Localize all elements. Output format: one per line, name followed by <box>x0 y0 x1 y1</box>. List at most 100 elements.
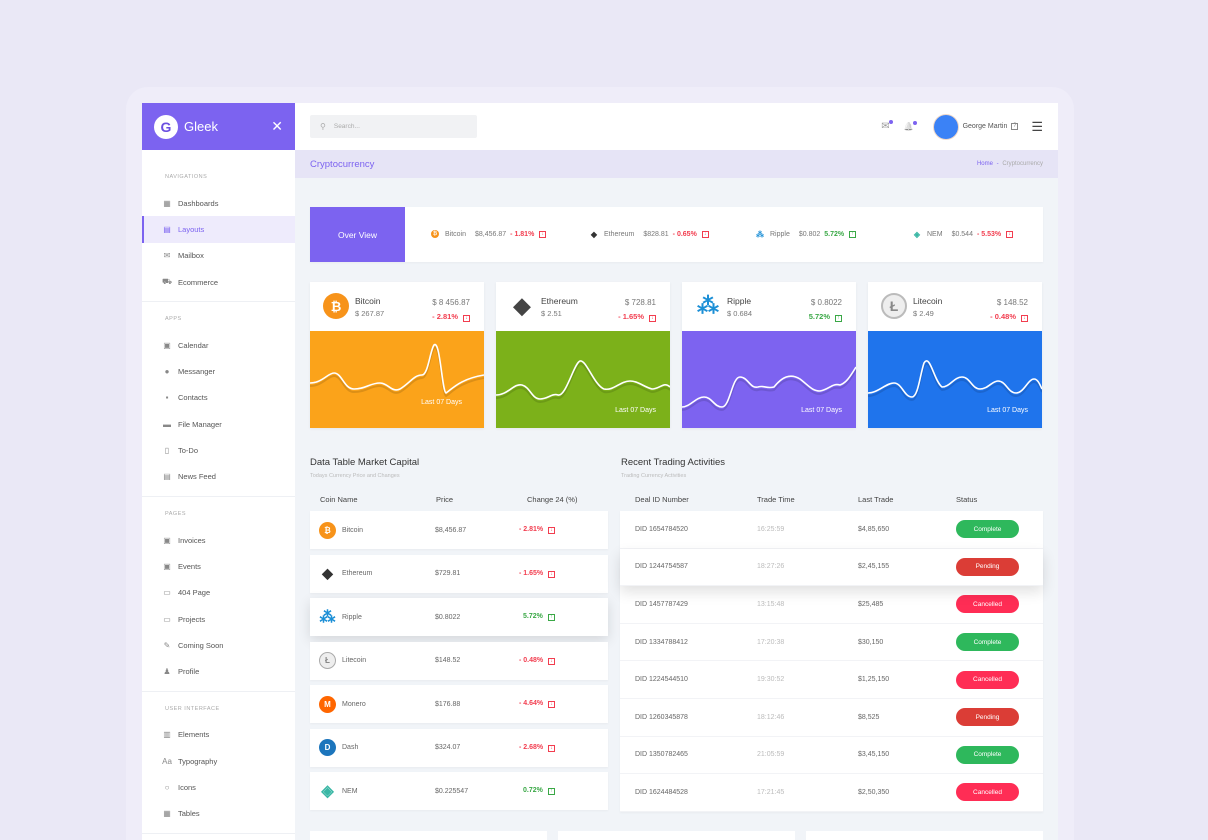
sparkline-icon <box>496 360 670 404</box>
breadcrumb-home[interactable]: Home <box>976 161 993 167</box>
sidebar-item-messanger[interactable]: ● Messanger <box>142 358 295 384</box>
table-row[interactable]: DID 1654784520 16:25:59 $4,85,650 Comple… <box>620 511 1043 549</box>
sidebar-item-label: Ecommerce <box>178 277 219 287</box>
sidebar-item-icons[interactable]: ○ Icons <box>142 774 295 800</box>
table-row[interactable]: DID 1260345878 18:12:46 $8,525 Pending <box>620 699 1043 737</box>
sidebar-item-ecommerce[interactable]: ⛟ Ecommerce <box>142 269 295 295</box>
table-row[interactable]: DID 1457787429 13:15:48 $25,485 Cancelle… <box>620 586 1043 624</box>
overview-label[interactable]: Over View <box>310 207 405 262</box>
sidebar-item-layouts[interactable]: ▤ Layouts <box>142 216 295 243</box>
sidebar-item-mailbox[interactable]: ✉ Mailbox <box>142 243 295 269</box>
nav-group-navigations: NAVIGATIONS ▦ Dashboards ▤ Layouts ✉ Mailbox ⛟ E… <box>142 150 295 303</box>
sidebar-item-contacts[interactable]: ▪ Contacts <box>142 385 295 411</box>
user-dropdown-icon[interactable]: ? <box>1011 123 1019 130</box>
trade-time: 17:21:45 <box>757 788 785 796</box>
404-page-icon: ▭ <box>163 588 171 598</box>
table-row[interactable]: DID 1244754587 18:27:26 $2,45,155 Pendin… <box>620 548 1043 587</box>
mailbox-icon: ✉ <box>163 251 171 261</box>
status-badge[interactable]: Complete <box>956 633 1019 652</box>
trading-col-id[interactable]: Deal ID Number <box>635 495 689 504</box>
overview-item-bitcoin[interactable]: ₿ Bitcoin $8,456.87 - 1.81% ↓ <box>431 230 547 238</box>
status-badge[interactable]: Pending <box>956 557 1019 576</box>
nav-group-title: USER INTERFACE <box>165 705 220 712</box>
sidebar-item-tables[interactable]: ▦ Tables <box>142 801 295 827</box>
overview-coin-name: Ethereum <box>604 230 635 238</box>
coin-card-ethereum[interactable]: ◆ Ethereum $ 2.51 $ 728.81 - 1.65% ↓ Last… <box>496 282 670 428</box>
table-row[interactable]: ◆ Ethereum $729.81 - 1.65% ↓ <box>310 554 608 593</box>
sidebar-item-dashboards[interactable]: ▦ Dashboards <box>142 190 295 216</box>
ripple-icon: ⁂ <box>756 229 764 239</box>
user-name[interactable]: George Martin <box>962 123 1008 130</box>
status-badge[interactable]: Cancelled <box>956 595 1019 614</box>
overview-coin-price: $0.802 <box>798 230 821 238</box>
coin-sparkline-chart: Last 07 Days <box>310 331 484 428</box>
last-trade: $2,45,155 <box>858 563 890 571</box>
status-badge[interactable]: Complete <box>956 520 1019 539</box>
brand-bar: G Gleek ✕ <box>142 103 295 150</box>
coin-card-subvalue: $ 2.51 <box>541 309 562 318</box>
status-badge[interactable]: Cancelled <box>956 783 1019 802</box>
sidebar-item-404-page[interactable]: ▭ 404 Page <box>142 580 295 606</box>
gleek-logo-icon[interactable]: G <box>154 114 178 139</box>
trading-col-time[interactable]: Trade Time <box>757 495 795 504</box>
trading-title: Recent Trading Activities <box>621 457 726 468</box>
sidebar-item-projects[interactable]: ▭ Projects <box>142 606 295 632</box>
nav-group-user-interface: USER INTERFACE ▥ Elements Aa Typography ○ Icon… <box>142 692 295 834</box>
table-row[interactable]: Ł Litecoin $148.52 - 0.48% ↓ <box>310 641 608 680</box>
coin-card-bitcoin[interactable]: ₿ Bitcoin $ 267.87 $ 8 456.87 - 2.81% ↓ L… <box>310 282 484 428</box>
table-row[interactable]: ₿ Bitcoin $8,456.87 - 2.81% ↓ <box>310 511 608 549</box>
table-row[interactable]: DID 1334788412 17:20:38 $30,150 Complete <box>620 623 1043 662</box>
market-col-price[interactable]: Price <box>436 495 454 504</box>
status-badge[interactable]: Cancelled <box>956 670 1019 689</box>
sparkline-icon <box>310 344 484 398</box>
trading-col-status[interactable]: Status <box>956 495 978 504</box>
coin-sparkline-chart: Last 07 Days <box>496 331 670 428</box>
coin-card-name: Ripple <box>727 296 752 306</box>
bell-icon[interactable]: 🔔 <box>904 121 917 131</box>
sidebar-item-to-do[interactable]: ▯ To-Do <box>142 437 295 463</box>
sidebar-item-news-feed[interactable]: ▤ News Feed <box>142 464 295 490</box>
sidebar-item-elements[interactable]: ▥ Elements <box>142 722 295 748</box>
sidebar-item-label: Tables <box>178 809 200 819</box>
sidebar-item-profile[interactable]: ♟ Profile <box>142 658 295 684</box>
coin-card-ripple[interactable]: ⁂ Ripple $ 0.684 $ 0.8022 5.72% ↑ Last 07… <box>682 282 856 428</box>
tools-icon[interactable]: ✕ <box>271 118 283 134</box>
coin-card-subvalue: $ 2.49 <box>913 309 934 318</box>
status-badge[interactable]: Pending <box>956 708 1019 727</box>
sidebar-item-calendar[interactable]: ▣ Calendar <box>142 332 295 358</box>
table-row[interactable]: ⁂ Ripple $0.8022 5.72% ↑ <box>310 598 608 636</box>
litecoin-icon: Ł <box>881 293 907 319</box>
sidebar-item-file-manager[interactable]: ▬ File Manager <box>142 411 295 437</box>
avatar[interactable] <box>933 114 958 139</box>
trading-col-last[interactable]: Last Trade <box>858 495 894 504</box>
sidebar-item-typography[interactable]: Aa Typography <box>142 748 295 774</box>
topbar: ⚲ Search... ✉ 🔔 George Martin ? ☰ <box>295 103 1058 150</box>
coin-card-litecoin[interactable]: Ł Litecoin $ 2.49 $ 148.52 - 0.48% ↓ Last… <box>868 282 1042 428</box>
sidebar-item-label: Events <box>178 561 201 571</box>
table-row[interactable]: M Monero $176.88 - 4.64% ↓ <box>310 685 608 723</box>
market-col-change[interactable]: Change 24 (%) <box>527 495 578 504</box>
arrow-down-icon: ↓ <box>463 315 470 322</box>
market-col-coin[interactable]: Coin Name <box>320 495 358 504</box>
last-trade: $30,150 <box>858 638 884 646</box>
sidebar-item-coming-soon[interactable]: ✎ Coming Soon <box>142 632 295 658</box>
status-badge[interactable]: Complete <box>956 745 1019 764</box>
table-row[interactable]: D Dash $324.07 - 2.68% ↓ <box>310 728 608 767</box>
search-input[interactable]: ⚲ Search... <box>310 115 477 138</box>
coin-card-header: ₿ Bitcoin $ 267.87 $ 8 456.87 - 2.81% ↓ <box>310 282 484 331</box>
coin-card-price: $ 0.8022 <box>810 298 842 307</box>
overview-item-ethereum[interactable]: ◆ Ethereum $828.81 - 0.65% ↓ <box>590 230 709 239</box>
monero-icon: M <box>319 695 336 713</box>
arrow-down-icon: ↓ <box>1006 230 1014 238</box>
overview-item-ripple[interactable]: ⁂ Ripple $0.802 5.72% ↑ <box>756 229 857 239</box>
hamburger-menu-icon[interactable]: ☰ <box>1031 118 1043 134</box>
table-row[interactable]: DID 1224544510 19:30:52 $1,25,150 Cancel… <box>620 661 1043 699</box>
mail-icon[interactable]: ✉ <box>881 120 893 132</box>
overview-item-nem[interactable]: ◈ NEM $0.544 - 5.53% ↓ <box>913 230 1014 239</box>
coin-card-subvalue: $ 267.87 <box>355 309 385 318</box>
sidebar-item-events[interactable]: ▣ Events <box>142 553 295 579</box>
table-row[interactable]: ◈ NEM $0.225547 0.72% ↑ <box>310 772 608 810</box>
table-row[interactable]: DID 1350782465 21:05:59 $3,45,150 Comple… <box>620 736 1043 775</box>
table-row[interactable]: DID 1624484528 17:21:45 $2,50,350 Cancel… <box>620 774 1043 812</box>
sidebar-item-invoices[interactable]: ▣ Invoices <box>142 527 295 553</box>
